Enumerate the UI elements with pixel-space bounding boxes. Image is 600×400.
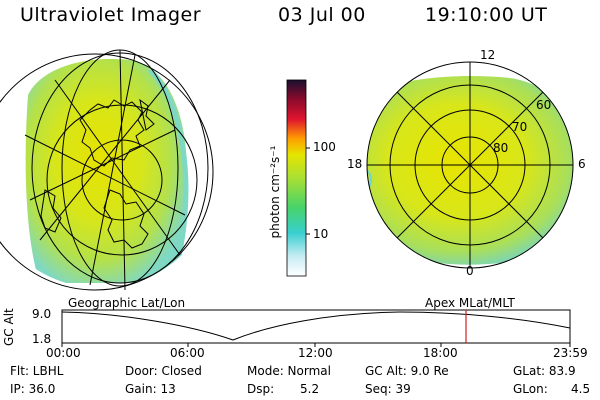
- mlat-label-80: 80: [493, 141, 509, 155]
- info-ip: IP: 36.0: [10, 382, 56, 396]
- time-label: 19:10:00 UT: [425, 4, 548, 26]
- xtick-2359: 23:59: [553, 346, 588, 360]
- xtick-0000: 00:00: [46, 346, 81, 360]
- info-glon-label: GLon:: [513, 382, 548, 396]
- mlt-label-6: 6: [578, 157, 586, 171]
- mlat-label-60: 60: [536, 98, 552, 112]
- date-label: 03 Jul 00: [278, 4, 366, 26]
- altitude-ytick-top: 9.0: [32, 307, 52, 321]
- xtick-1200: 12:00: [298, 346, 333, 360]
- mlt-label-0: 0: [466, 264, 474, 278]
- info-dsp-label: Dsp:: [247, 382, 275, 396]
- mlt-label-18: 18: [347, 157, 363, 171]
- altitude-ytick-bottom: 1.8: [32, 332, 52, 346]
- info-gc-alt: GC Alt: 9.0 Re: [365, 364, 449, 378]
- left-panel-caption: Geographic Lat/Lon: [68, 296, 186, 310]
- coastlines-left: [40, 98, 155, 249]
- info-glon-value: 4.5: [571, 382, 591, 396]
- colorbar-tick-100: 100: [313, 140, 336, 154]
- info-door: Door: Closed: [125, 364, 202, 378]
- info-dsp-value: 5.2: [300, 382, 320, 396]
- altitude-ylabel: GC Alt: [2, 308, 16, 346]
- info-seq: Seq: 39: [365, 382, 411, 396]
- info-gain: Gain: 13: [125, 382, 176, 396]
- aurora-image-right: [367, 76, 573, 265]
- instrument-title: Ultraviolet Imager: [20, 4, 202, 26]
- right-panel-caption: Apex MLat/MLT: [425, 296, 515, 310]
- xtick-1800: 18:00: [423, 346, 458, 360]
- xtick-0600: 06:00: [170, 346, 205, 360]
- info-mode: Mode: Normal: [247, 364, 331, 378]
- mlt-label-12: 12: [480, 48, 496, 62]
- info-filter: Flt: LBHL: [10, 364, 64, 378]
- info-glat: GLat: 83.9: [513, 364, 576, 378]
- mlat-label-70: 70: [512, 120, 528, 134]
- colorbar-tick-10: 10: [313, 227, 329, 241]
